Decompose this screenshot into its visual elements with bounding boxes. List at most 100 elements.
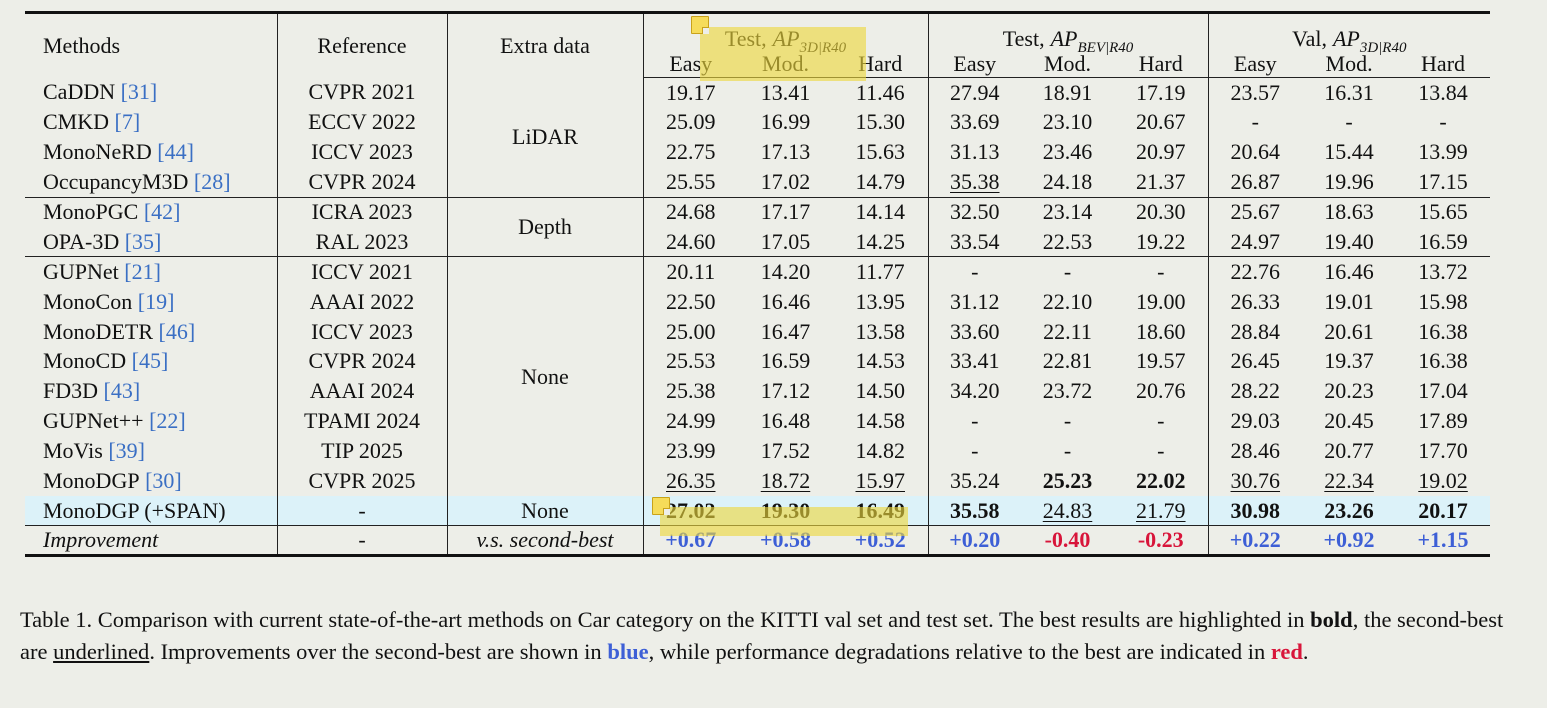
value-cell: 24.99 xyxy=(643,406,738,436)
value-cell: 35.24 xyxy=(928,466,1021,496)
value: 19.01 xyxy=(1324,288,1374,314)
value: 17.04 xyxy=(1418,378,1468,404)
value-cell: 16.31 xyxy=(1302,78,1396,108)
value-cell: 32.50 xyxy=(928,196,1022,227)
value: 17.15 xyxy=(1418,168,1468,194)
reference-cell: TPAMI 2024 xyxy=(277,406,448,437)
value: 20.11 xyxy=(666,259,716,285)
value: 20.76 xyxy=(1136,378,1186,404)
value: 23.10 xyxy=(1042,109,1093,135)
value: - xyxy=(1251,109,1259,135)
citation: [39] xyxy=(108,438,145,464)
value-cell: 20.61 xyxy=(1302,317,1396,347)
value-cell: - xyxy=(1396,107,1490,137)
sub-header: Hard xyxy=(1114,50,1209,78)
value: 19.40 xyxy=(1324,228,1374,254)
value-cell: +0.92 xyxy=(1302,525,1397,556)
value-cell: 20.67 xyxy=(1114,107,1209,138)
reference-cell: - xyxy=(277,525,448,556)
value-cell: 16.59 xyxy=(738,347,833,377)
citation: [22] xyxy=(149,408,186,434)
value: 30.76 xyxy=(1230,468,1281,494)
value-cell: 23.57 xyxy=(1208,78,1302,108)
value-cell: 17.52 xyxy=(738,436,833,466)
table-row: MonoPGC [42] ICRA 2023 Depth 24.68 17.17 14.1… xyxy=(25,196,1491,257)
column-header: Reference xyxy=(277,12,448,78)
value-cell: 24.18 xyxy=(1021,167,1114,197)
value-cell: 17.05 xyxy=(738,227,833,257)
value: 19.22 xyxy=(1136,228,1186,254)
method-cell: CMKD [7] xyxy=(25,107,278,138)
value: 17.19 xyxy=(1136,79,1186,105)
value-cell: 17.12 xyxy=(738,376,833,406)
value-cell: - xyxy=(1208,107,1302,137)
value-cell: 13.95 xyxy=(833,286,929,317)
method-cell: MonoCD [45] xyxy=(25,346,278,377)
value: 18.91 xyxy=(1042,79,1093,105)
value: 17.02 xyxy=(760,168,811,194)
table-row: CaDDN [31] CVPR 2021 LiDAR 19.17 13.41 11.46 2… xyxy=(25,77,1490,198)
highlight-annotation xyxy=(700,27,866,81)
value: 23.26 xyxy=(1324,497,1374,523)
value: 13.58 xyxy=(855,318,906,344)
method-name: MoVis xyxy=(43,438,103,464)
note-icon[interactable] xyxy=(652,497,670,515)
value-cell: 19.17 xyxy=(643,78,738,108)
value: 24.97 xyxy=(1230,228,1281,254)
value-cell: 24.68 xyxy=(643,196,738,227)
value: 25.55 xyxy=(666,168,716,194)
value-cell: 26.35 xyxy=(643,466,738,496)
method-name: MonoDGP xyxy=(43,468,140,494)
value-cell: 14.82 xyxy=(833,436,929,467)
value: 20.17 xyxy=(1418,497,1468,523)
metric-subscript: 3D|R40 xyxy=(1359,40,1407,56)
value: 20.64 xyxy=(1230,139,1281,165)
value: 14.82 xyxy=(855,438,906,464)
citation: [35] xyxy=(124,228,162,254)
reference-cell: ICCV 2021 xyxy=(277,256,448,287)
value-cell: 27.94 xyxy=(928,78,1021,108)
value: 26.35 xyxy=(666,468,716,494)
value: 22.34 xyxy=(1324,468,1374,494)
value-cell: 15.65 xyxy=(1396,196,1491,227)
value: 19.37 xyxy=(1324,348,1374,374)
value-cell: 16.38 xyxy=(1396,347,1490,377)
value-cell: 20.64 xyxy=(1208,137,1302,167)
method-cell: MonoNeRD [44] xyxy=(25,137,278,168)
value: 31.12 xyxy=(950,288,1000,314)
value: 20.30 xyxy=(1136,199,1186,225)
metric: AP xyxy=(1332,26,1360,51)
value: 22.11 xyxy=(1043,318,1092,344)
table-row: MonoDETR [46] ICCV 2023 25.00 16.47 13.58 33.… xyxy=(25,316,1490,347)
method-name: MonoCon xyxy=(43,288,133,314)
value-cell: 22.11 xyxy=(1021,317,1114,347)
value-cell: 18.60 xyxy=(1114,316,1209,347)
value-cell: - xyxy=(1114,256,1209,287)
value: - xyxy=(971,438,979,464)
citation: [28] xyxy=(193,168,231,194)
value-cell: +0.20 xyxy=(928,525,1022,556)
value-cell: 20.11 xyxy=(643,256,738,287)
value-cell: 16.59 xyxy=(1396,227,1490,257)
value: 17.52 xyxy=(760,438,811,464)
value: 15.98 xyxy=(1418,288,1468,314)
reference-cell: CVPR 2025 xyxy=(277,466,448,496)
value-cell: 14.53 xyxy=(833,346,929,377)
value-cell: 20.17 xyxy=(1396,496,1490,526)
value-cell: 25.38 xyxy=(643,376,738,406)
method-name: CaDDN xyxy=(43,79,116,105)
table-row: OPA-3D [35] RAL 2023 24.60 17.05 14.25 33.54 2… xyxy=(25,226,1490,257)
value-cell: 18.63 xyxy=(1302,196,1397,227)
metric: AP xyxy=(1050,26,1078,51)
method-name: GUPNet++ xyxy=(43,408,144,434)
value-cell: 19.02 xyxy=(1396,466,1490,496)
value: +1.15 xyxy=(1417,527,1469,553)
caption-text: blue xyxy=(607,639,649,664)
value-cell: 26.87 xyxy=(1208,167,1302,197)
value: 25.53 xyxy=(666,348,716,374)
extra-data-cell: None xyxy=(447,495,644,526)
value-cell: 18.91 xyxy=(1021,78,1114,108)
value-cell: 35.38 xyxy=(928,167,1021,197)
note-icon[interactable] xyxy=(691,16,709,34)
value-cell: 25.55 xyxy=(643,167,738,197)
